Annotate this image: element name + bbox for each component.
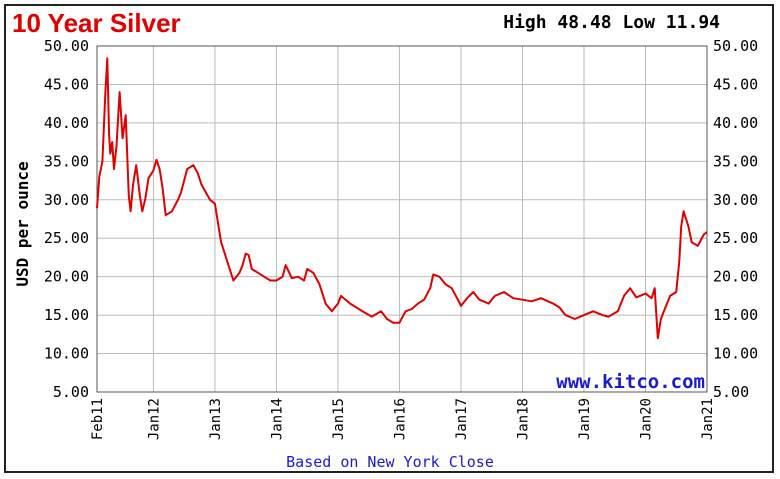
y-axis-ticks: 5.00 5.00 10.00 10.00 15.00 15.00 20.00 20.00 25…: [44, 37, 758, 401]
y-tick-label-left: 50.00: [44, 37, 89, 55]
plot-area: [96, 45, 708, 393]
x-tick-label: Jan21: [700, 398, 716, 440]
x-tick-label: Jan18: [515, 398, 531, 440]
y-tick-label-right: 25.00: [713, 229, 758, 247]
y-tick-label-right: 50.00: [713, 37, 758, 55]
silver-price-line: [96, 57, 708, 340]
y-tick-label-left: 5.00: [53, 383, 89, 401]
x-tick-label: Jan15: [331, 398, 347, 440]
y-tick-label-left: 35.00: [44, 152, 89, 170]
x-tick-label: Feb11: [90, 398, 106, 440]
x-tick-label: Jan16: [392, 398, 408, 440]
y-tick-label-right: 15.00: [713, 306, 758, 324]
y-tick-label-right: 5.00: [713, 383, 749, 401]
y-axis-label: USD per ounce: [13, 161, 32, 286]
y-tick-label-left: 45.00: [44, 75, 89, 93]
x-tick-label: Jan12: [146, 398, 162, 440]
high-low-stats: High 48.48 Low 11.94: [503, 12, 720, 33]
x-tick-label: Jan20: [638, 398, 654, 440]
kitco-watermark: www.kitco.com: [556, 371, 705, 393]
y-tick-label-right: 30.00: [713, 191, 758, 209]
y-tick-label-left: 30.00: [44, 191, 89, 209]
y-tick-label-left: 10.00: [44, 345, 89, 363]
y-tick-label-left: 20.00: [44, 268, 89, 286]
x-tick-label: Jan14: [269, 398, 285, 440]
y-tick-label-left: 15.00: [44, 306, 89, 324]
x-tick-label: Jan17: [454, 398, 470, 440]
x-tick-label: Jan13: [208, 398, 224, 440]
chart-title: 10 Year Silver: [12, 8, 181, 38]
x-axis-ticks: Feb11 Jan12 Jan13 Jan14 Jan15 Jan16 Jan17 Jan18…: [90, 398, 716, 440]
y-tick-label-right: 40.00: [713, 114, 758, 132]
y-tick-label-right: 45.00: [713, 75, 758, 93]
y-tick-label-left: 40.00: [44, 114, 89, 132]
y-tick-label-left: 25.00: [44, 229, 89, 247]
x-tick-label: Jan19: [577, 398, 593, 440]
y-tick-label-right: 35.00: [713, 152, 758, 170]
y-tick-label-right: 20.00: [713, 268, 758, 286]
grid: [96, 45, 708, 393]
x-axis-label: Based on New York Close: [286, 453, 494, 471]
y-tick-label-right: 10.00: [713, 345, 758, 363]
